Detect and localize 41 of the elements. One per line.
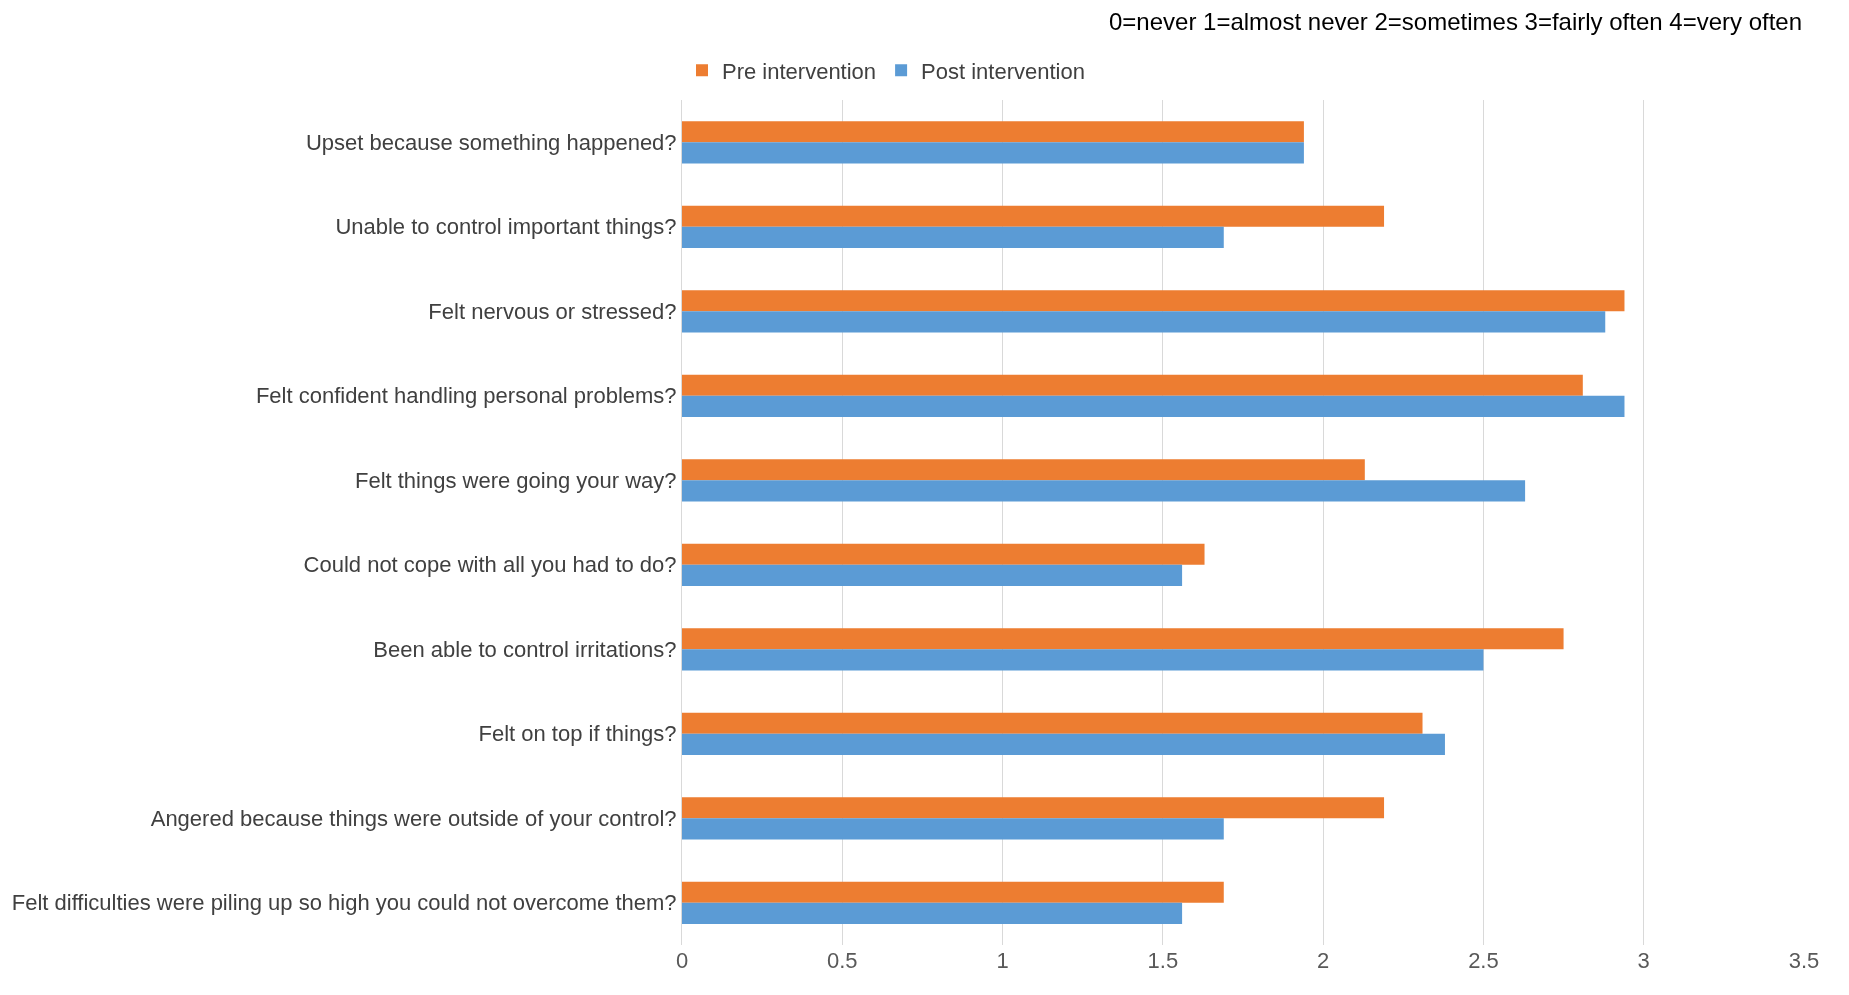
bar [682, 121, 1304, 143]
legend-label: Post intervention [921, 58, 1085, 84]
bar [682, 205, 1385, 227]
bar [682, 902, 1183, 924]
y-tick-label: Could not cope with all you had to do? [303, 552, 677, 578]
bar [682, 311, 1606, 333]
y-tick-label: Angered because things were outside of your control? [150, 805, 677, 831]
y-tick-label: Felt difficulties were piling up so high you could not overcome them? [11, 890, 677, 916]
legend-label: Pre intervention [722, 58, 877, 84]
x-tick-label: 3 [1637, 948, 1650, 973]
bar [682, 628, 1564, 650]
bar [682, 649, 1484, 671]
bar [682, 395, 1625, 417]
y-tick-label: Been able to control irritations? [373, 636, 677, 662]
bar [682, 480, 1526, 502]
bar [682, 564, 1183, 586]
bar [682, 374, 1583, 396]
y-tick-label: Unable to control important things? [335, 214, 677, 240]
bar [682, 733, 1445, 755]
x-tick-label: 3.5 [1788, 948, 1820, 973]
bar [682, 797, 1385, 819]
x-tick-label: 0 [675, 948, 689, 973]
x-tick-label: 1 [996, 948, 1009, 973]
bar [682, 142, 1304, 164]
bar [682, 459, 1365, 481]
y-tick-label: Felt things were going your way? [354, 467, 677, 493]
x-tick-label: 0.5 [826, 948, 858, 973]
bar [682, 712, 1423, 734]
bar [682, 543, 1205, 565]
bar [682, 818, 1224, 840]
y-tick-label: Upset because something happened? [305, 129, 677, 155]
y-tick-label: Felt nervous or stressed? [428, 298, 677, 324]
text: 0=never 1=almost never 2=sometimes 3=fairly often 4=very often [1109, 8, 1803, 35]
bar [682, 290, 1625, 312]
x-tick-label: 2 [1317, 948, 1330, 973]
bar [682, 226, 1224, 248]
x-tick-label: 2.5 [1468, 948, 1499, 973]
y-tick-label: Felt confident handling personal problems? [255, 383, 677, 409]
bar [682, 881, 1224, 903]
x-tick-label: 1.5 [1147, 948, 1179, 973]
y-tick-label: Felt on top if things? [478, 721, 677, 747]
